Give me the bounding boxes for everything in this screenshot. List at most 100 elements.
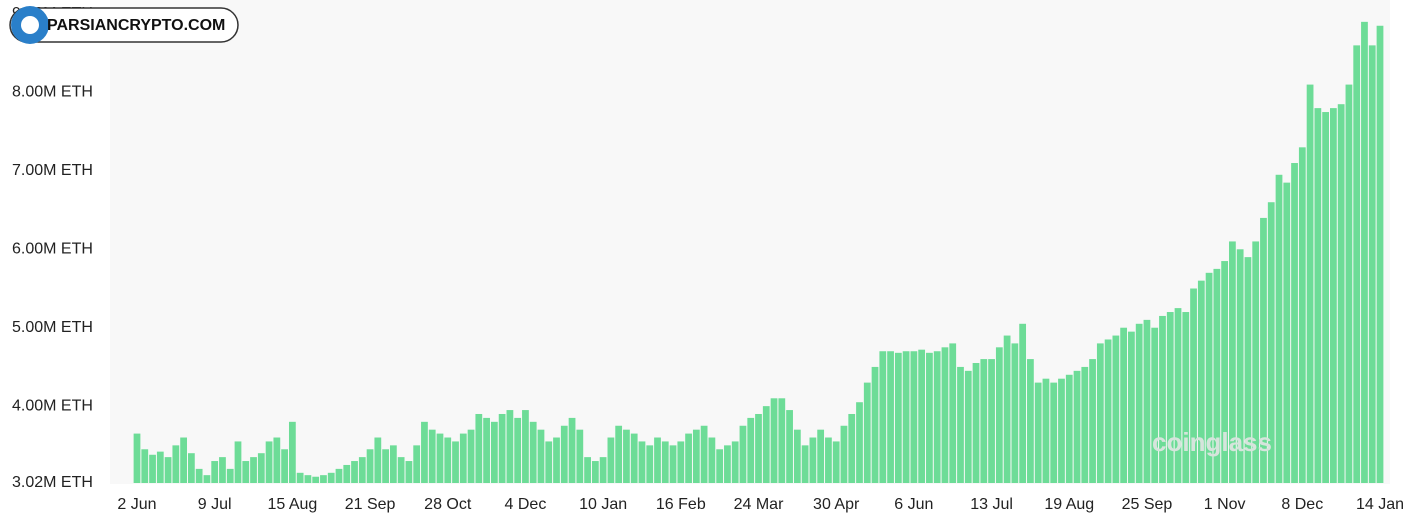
bar xyxy=(428,429,436,483)
bar xyxy=(522,410,529,483)
bar xyxy=(226,468,234,483)
bar xyxy=(654,437,661,483)
bar xyxy=(871,366,879,483)
bar xyxy=(840,425,848,483)
x-tick-label: 19 Aug xyxy=(1044,496,1094,513)
bar xyxy=(1205,272,1213,483)
bar xyxy=(141,449,149,483)
bar xyxy=(1182,312,1190,483)
bar xyxy=(995,347,1003,483)
x-tick-label: 9 Jul xyxy=(198,496,232,513)
bar xyxy=(467,429,475,483)
y-tick-label: 6.00M ETH xyxy=(12,241,93,258)
bar xyxy=(1213,268,1221,483)
bar xyxy=(537,429,545,483)
bar xyxy=(320,475,327,483)
bar xyxy=(1128,331,1135,483)
bar xyxy=(591,461,599,483)
bar xyxy=(1011,343,1019,483)
x-tick-label: 25 Sep xyxy=(1122,496,1173,513)
x-tick-label: 6 Jun xyxy=(894,496,933,513)
x-tick-label: 2 Jun xyxy=(117,496,156,513)
bar xyxy=(1065,374,1073,483)
bar xyxy=(1027,359,1034,483)
bar xyxy=(1283,182,1291,483)
bar xyxy=(623,429,630,483)
bar xyxy=(1221,261,1229,483)
bar xyxy=(1073,370,1081,483)
bar xyxy=(257,453,265,483)
bar xyxy=(1337,104,1345,483)
bar xyxy=(988,359,995,483)
bar xyxy=(397,457,405,483)
bar xyxy=(941,347,949,483)
bar xyxy=(817,429,825,483)
watermark: coinglass xyxy=(1152,427,1272,457)
logo-pill xyxy=(9,7,239,43)
bar xyxy=(1151,327,1159,483)
logo: PARSIANCRYPTO.COM xyxy=(9,6,239,44)
bar xyxy=(506,410,514,483)
y-tick-label: 3.02M ETH xyxy=(12,474,93,491)
bar xyxy=(1353,45,1361,483)
bar xyxy=(1236,249,1244,483)
bar xyxy=(374,437,382,483)
bar xyxy=(568,417,576,483)
bar xyxy=(918,349,926,483)
logo-icon-inner xyxy=(21,16,39,34)
bar xyxy=(1306,84,1314,484)
bar xyxy=(242,461,250,483)
bar xyxy=(863,382,871,483)
bar xyxy=(1050,382,1058,483)
bar xyxy=(1089,359,1096,483)
bar xyxy=(646,445,654,483)
bar xyxy=(716,449,724,483)
bar xyxy=(964,370,972,483)
bar xyxy=(584,457,591,483)
bar xyxy=(731,441,739,483)
bar xyxy=(692,429,700,483)
bar xyxy=(786,410,793,483)
bar xyxy=(288,421,296,483)
bar xyxy=(281,449,288,483)
bar xyxy=(677,441,685,483)
bar xyxy=(475,413,483,483)
bar xyxy=(1244,257,1252,483)
bar xyxy=(1112,335,1120,483)
x-tick-label: 13 Jul xyxy=(970,496,1013,513)
bar xyxy=(1229,241,1236,483)
bar xyxy=(1135,323,1143,483)
bar xyxy=(902,351,910,483)
bar xyxy=(661,441,669,483)
bar xyxy=(421,421,428,483)
bar xyxy=(972,363,980,483)
bar xyxy=(801,445,809,483)
bar xyxy=(452,441,459,483)
bar xyxy=(529,421,537,483)
x-tick-label: 24 Mar xyxy=(734,496,784,513)
bar xyxy=(490,421,498,483)
bar xyxy=(1159,315,1166,483)
bar xyxy=(630,433,638,483)
bar xyxy=(887,351,894,483)
bar xyxy=(1197,280,1205,483)
bar xyxy=(405,461,413,483)
bar xyxy=(1042,378,1050,483)
bar xyxy=(164,457,172,483)
bar xyxy=(708,437,716,483)
bar xyxy=(265,441,273,483)
bar xyxy=(1034,382,1042,483)
bar xyxy=(957,366,964,483)
bar xyxy=(848,413,856,483)
bar xyxy=(607,437,615,483)
bar xyxy=(1174,308,1182,483)
bar xyxy=(389,445,397,483)
bar xyxy=(910,351,918,483)
x-tick-label: 16 Feb xyxy=(656,496,706,513)
bar xyxy=(327,472,335,483)
bar xyxy=(1081,366,1089,483)
bar xyxy=(576,429,584,483)
y-tick-label: 5.00M ETH xyxy=(12,319,93,336)
bar xyxy=(343,464,351,483)
